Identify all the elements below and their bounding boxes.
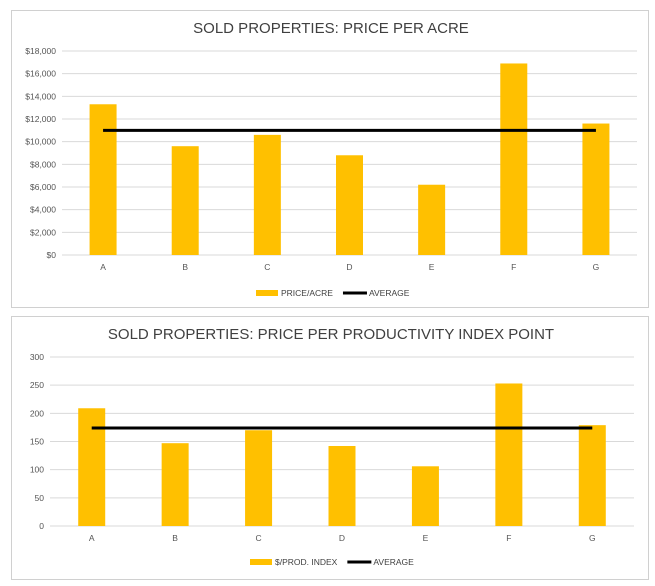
legend-label-bar: $/PROD. INDEX — [275, 557, 338, 567]
legend-label-bar: PRICE/ACRE — [281, 288, 333, 298]
x-tick-label: D — [346, 262, 352, 272]
y-tick-label: $12,000 — [25, 114, 56, 124]
x-tick-label: C — [256, 533, 262, 543]
bar-g — [578, 425, 606, 526]
bar-e — [418, 184, 446, 255]
price-per-productivity-chart: SOLD PROPERTIES: PRICE PER PRODUCTIVITY … — [30, 326, 634, 567]
legend-swatch-bar — [250, 559, 272, 565]
price-per-acre-chart: SOLD PROPERTIES: PRICE PER ACRE $0 $2,000… — [25, 20, 637, 298]
bar-c — [253, 134, 281, 255]
x-tick-label: E — [429, 262, 435, 272]
legend-swatch-bar — [256, 290, 278, 296]
y-tick-label: 150 — [30, 437, 44, 447]
y-tick-label: $6,000 — [30, 182, 56, 192]
price-per-acre-chart-panel: SOLD PROPERTIES: PRICE PER ACRE $0 $2,000… — [11, 10, 649, 308]
y-tick-label: $2,000 — [30, 227, 56, 237]
legend: $/PROD. INDEX AVERAGE — [250, 557, 414, 567]
x-tick-label: G — [589, 533, 596, 543]
y-tick-label: $8,000 — [30, 159, 56, 169]
price-per-productivity-chart-panel: SOLD PROPERTIES: PRICE PER PRODUCTIVITY … — [11, 316, 649, 580]
y-tick-label: $18,000 — [25, 46, 56, 56]
bar-d — [328, 446, 356, 526]
chart-title: SOLD PROPERTIES: PRICE PER PRODUCTIVITY … — [108, 326, 554, 343]
bar-f — [500, 63, 528, 255]
y-tick-label: $0 — [47, 250, 57, 260]
y-tick-label: $10,000 — [25, 137, 56, 147]
x-tick-label: A — [89, 533, 95, 543]
bar-b — [171, 146, 199, 255]
bar-e — [411, 466, 439, 526]
bar-b — [161, 443, 189, 526]
x-tick-label: B — [182, 262, 188, 272]
x-tick-label: D — [339, 533, 345, 543]
x-tick-label: E — [423, 533, 429, 543]
y-tick-label: 50 — [35, 493, 45, 503]
y-tick-label: 100 — [30, 465, 44, 475]
bars — [89, 63, 610, 256]
y-tick-label: 0 — [39, 521, 44, 531]
legend: PRICE/ACRE AVERAGE — [256, 288, 410, 298]
bar-d — [336, 155, 363, 255]
legend-label-average: AVERAGE — [373, 557, 414, 567]
legend-label-average: AVERAGE — [369, 288, 410, 298]
x-tick-label: F — [506, 533, 511, 543]
bar-a — [78, 408, 106, 526]
x-tick-label: B — [172, 533, 178, 543]
y-tick-labels: $0 $2,000 $4,000 $6,000 $8,000 $10,000 $12,000… — [25, 46, 56, 260]
y-tick-labels: 0 50 100 150 200 250 300 — [30, 352, 44, 531]
y-tick-label: 250 — [30, 380, 44, 390]
x-tick-label: F — [511, 262, 516, 272]
x-tick-labels: A B C D E F G — [89, 533, 596, 543]
y-tick-label: 200 — [30, 408, 44, 418]
bar-f — [495, 383, 523, 526]
bars — [78, 383, 606, 526]
y-tick-label: $4,000 — [30, 205, 56, 215]
y-tick-label: 300 — [30, 352, 44, 362]
bar-g — [582, 123, 610, 256]
x-tick-label: A — [100, 262, 106, 272]
y-tick-label: $14,000 — [25, 91, 56, 101]
x-tick-labels: A B C D E F G — [100, 262, 599, 272]
x-tick-label: C — [264, 262, 270, 272]
x-tick-label: G — [593, 262, 600, 272]
bar-a — [89, 104, 117, 256]
bar-c — [245, 430, 273, 526]
y-tick-label: $16,000 — [25, 69, 56, 79]
chart-title: SOLD PROPERTIES: PRICE PER ACRE — [193, 20, 469, 37]
